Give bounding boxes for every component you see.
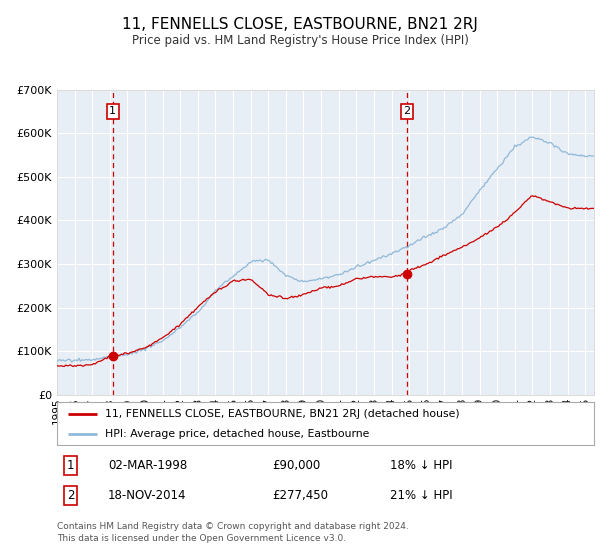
Text: 11, FENNELLS CLOSE, EASTBOURNE, BN21 2RJ: 11, FENNELLS CLOSE, EASTBOURNE, BN21 2RJ xyxy=(122,17,478,32)
Text: 2: 2 xyxy=(403,106,410,116)
Text: 18% ↓ HPI: 18% ↓ HPI xyxy=(390,459,452,472)
Text: 1: 1 xyxy=(109,106,116,116)
Text: £277,450: £277,450 xyxy=(272,489,328,502)
Text: HPI: Average price, detached house, Eastbourne: HPI: Average price, detached house, East… xyxy=(106,430,370,440)
Text: Price paid vs. HM Land Registry's House Price Index (HPI): Price paid vs. HM Land Registry's House … xyxy=(131,34,469,46)
Text: £90,000: £90,000 xyxy=(272,459,320,472)
Text: 1: 1 xyxy=(67,459,74,472)
Text: 18-NOV-2014: 18-NOV-2014 xyxy=(108,489,187,502)
Text: 02-MAR-1998: 02-MAR-1998 xyxy=(108,459,187,472)
Text: 11, FENNELLS CLOSE, EASTBOURNE, BN21 2RJ (detached house): 11, FENNELLS CLOSE, EASTBOURNE, BN21 2RJ… xyxy=(106,409,460,419)
Text: 2: 2 xyxy=(67,489,74,502)
Text: 21% ↓ HPI: 21% ↓ HPI xyxy=(390,489,452,502)
Text: Contains HM Land Registry data © Crown copyright and database right 2024.
This d: Contains HM Land Registry data © Crown c… xyxy=(57,522,409,543)
